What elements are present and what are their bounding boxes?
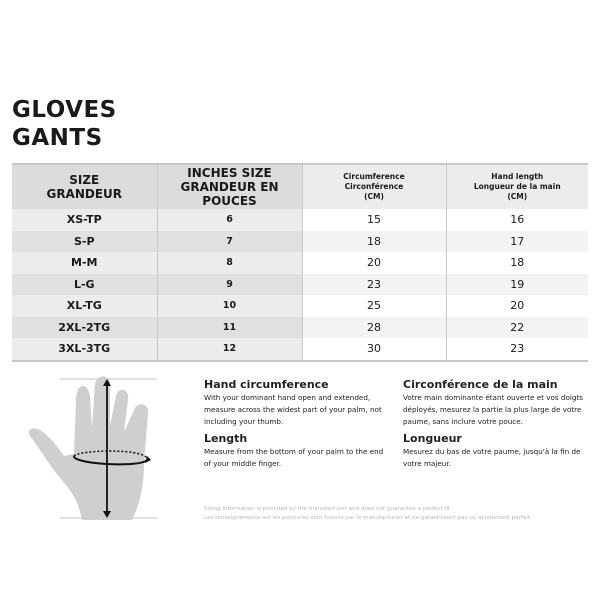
cell-hand-length: 22 <box>445 316 588 338</box>
cell-circumference: 15 <box>301 209 446 231</box>
cell-size: XL-TG <box>12 295 157 317</box>
circumference-text-fr: Votre main dominante étant ouverte et vo… <box>403 393 584 426</box>
length-title-fr: Longueur <box>403 432 462 445</box>
length-text-en: Measure from the bottom of your palm to … <box>204 447 384 468</box>
table-row: XS-TP 6 15 16 <box>12 209 588 231</box>
cell-size: M-M <box>12 252 157 274</box>
cell-hand-length: 18 <box>445 252 588 274</box>
table-row: L-G 9 23 19 <box>12 273 588 295</box>
cell-hand-length: 16 <box>445 209 588 231</box>
cell-inches: 6 <box>156 209 302 231</box>
disclaimer-en: Sizing information is provided by the ma… <box>204 506 453 512</box>
cell-circumference: 28 <box>301 316 446 338</box>
header-circumference: Circumference Circonférence (CM) <box>301 164 446 209</box>
hand-measure-icon <box>28 376 157 520</box>
circumference-title-fr: Circonférence de la main <box>403 378 558 391</box>
disclaimer: Sizing information is provided by the ma… <box>204 505 532 523</box>
cell-size: 2XL-2TG <box>12 316 157 338</box>
cell-size: 3XL-3TG <box>12 338 157 361</box>
table-row: 2XL-2TG 11 28 22 <box>12 316 588 338</box>
hand-shape <box>28 376 149 520</box>
cell-size: XS-TP <box>12 209 157 231</box>
cell-circumference: 25 <box>301 295 446 317</box>
header-line: GRANDEUR EN POUCES <box>180 180 279 208</box>
header-line: SIZE <box>69 173 100 187</box>
header-inches: INCHES SIZE GRANDEUR EN POUCES <box>156 164 302 209</box>
header-line: GRANDEUR <box>46 187 123 201</box>
table-header-row: SIZE GRANDEUR INCHES SIZE GRANDEUR EN POUC… <box>12 164 588 209</box>
cell-inches: 11 <box>156 316 302 338</box>
cell-circumference: 30 <box>301 338 446 361</box>
cell-inches: 8 <box>156 252 302 274</box>
cell-inches: 7 <box>156 230 302 252</box>
header-line: Longueur de la main <box>473 182 561 191</box>
cell-hand-length: 23 <box>445 338 588 361</box>
title-en: GLOVES <box>12 97 117 123</box>
cell-hand-length: 17 <box>445 230 588 252</box>
cell-circumference: 18 <box>301 230 446 252</box>
cell-size: L-G <box>12 273 157 295</box>
cell-circumference: 20 <box>301 252 446 274</box>
header-line: (CM) <box>507 192 528 201</box>
header-line: INCHES SIZE <box>187 166 272 180</box>
circumference-text-en: With your dominant hand open and extende… <box>204 393 382 426</box>
header-line: (CM) <box>364 192 384 201</box>
title-fr: GANTS <box>12 125 103 151</box>
cell-inches: 12 <box>156 338 302 361</box>
header-size: SIZE GRANDEUR <box>12 164 157 209</box>
header-hand-length: Hand length Longueur de la main (CM) <box>445 164 588 209</box>
size-chart-table: SIZE GRANDEUR INCHES SIZE GRANDEUR EN POUC… <box>12 163 588 362</box>
cell-inches: 9 <box>156 273 302 295</box>
table-row: 3XL-3TG 12 30 23 <box>12 338 588 361</box>
cell-inches: 10 <box>156 295 302 317</box>
header-line: Circumference <box>343 172 405 181</box>
instructions-en: Hand circumference With your dominant ha… <box>204 378 389 474</box>
header-line: Circonférence <box>344 182 404 191</box>
disclaimer-fr: Les renseignements sur les pointures son… <box>204 515 532 521</box>
cell-size: S-P <box>12 230 157 252</box>
instructions-fr: Circonférence de la main Votre main domi… <box>403 378 593 474</box>
table-row: M-M 8 20 18 <box>12 252 588 274</box>
header-line: Hand length <box>491 172 544 181</box>
length-title-en: Length <box>204 432 248 445</box>
cell-hand-length: 19 <box>445 273 588 295</box>
length-text-fr: Mesurez du bas de votre paume, jusqu'à l… <box>403 447 581 468</box>
table-row: S-P 7 18 17 <box>12 230 588 252</box>
cell-hand-length: 20 <box>445 295 588 317</box>
table-row: XL-TG 10 25 20 <box>12 295 588 317</box>
cell-circumference: 23 <box>301 273 446 295</box>
circumference-title-en: Hand circumference <box>204 378 329 391</box>
